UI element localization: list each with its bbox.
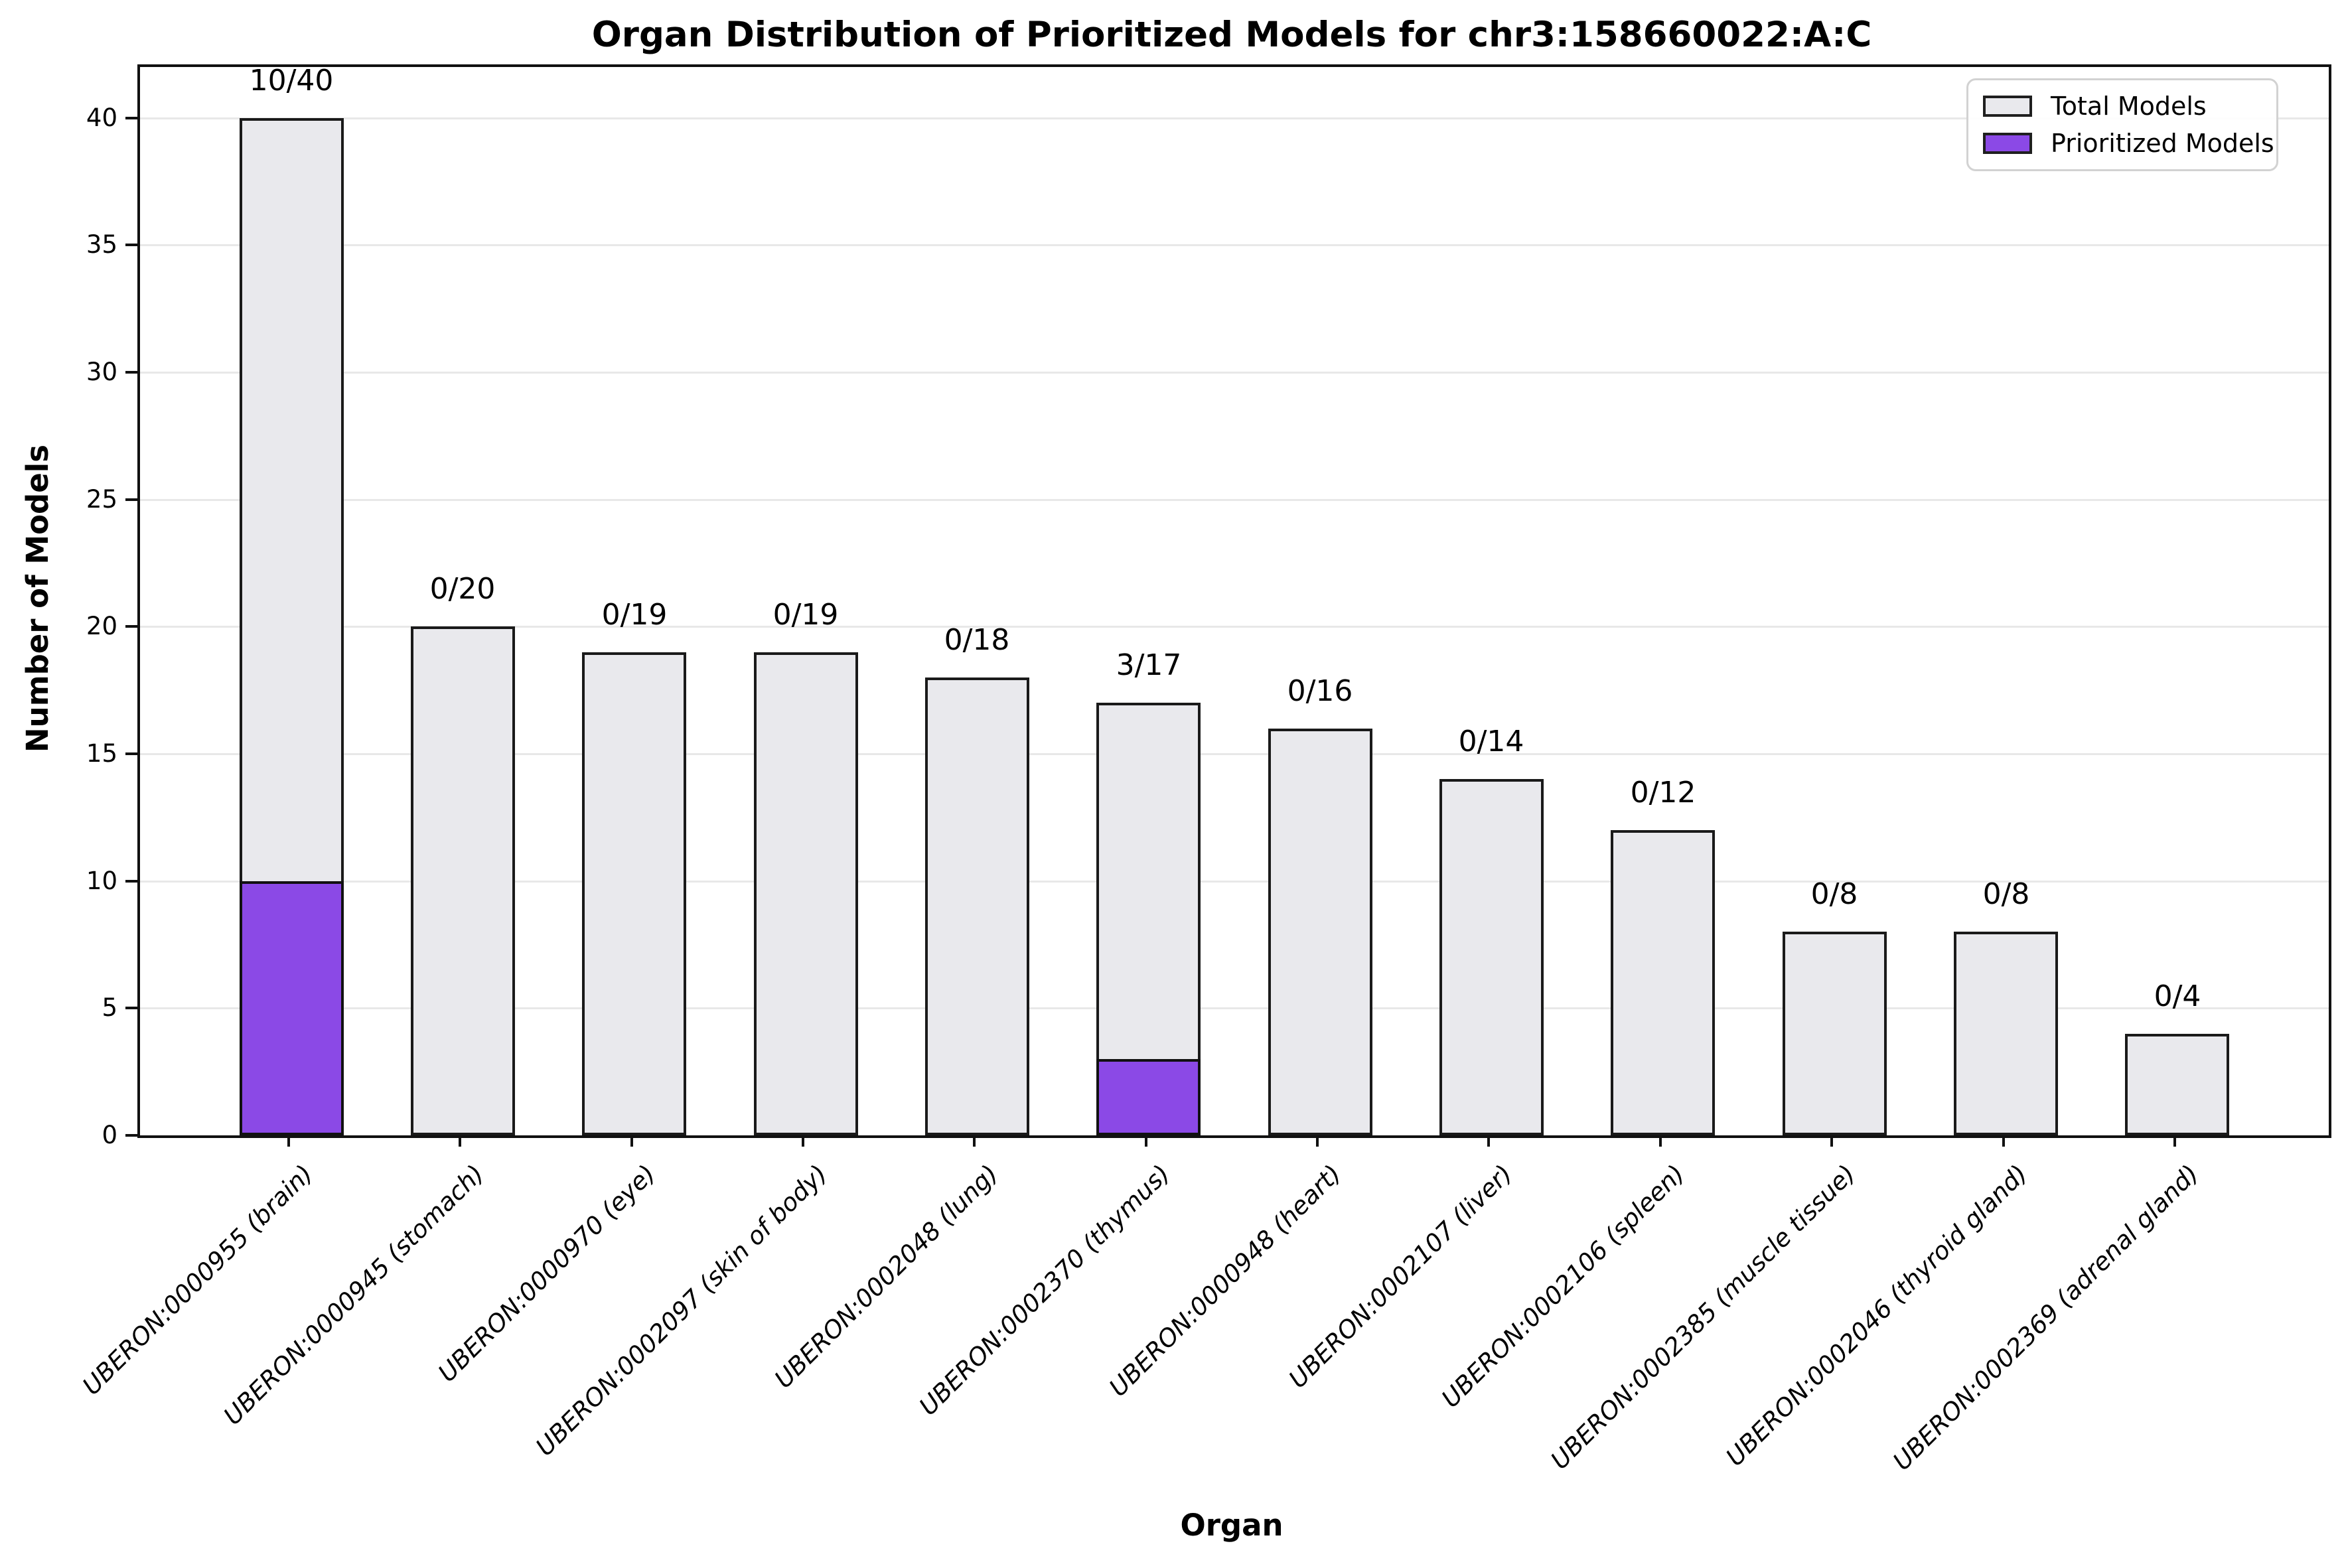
bar-total — [1439, 779, 1544, 1135]
x-tick — [630, 1135, 633, 1147]
bar-total — [582, 652, 686, 1135]
y-tick-label: 0 — [102, 1121, 117, 1149]
x-tick — [459, 1135, 461, 1147]
x-tick — [1830, 1135, 1833, 1147]
x-tick — [2173, 1135, 2176, 1147]
bar-total — [754, 652, 858, 1135]
x-tick — [287, 1135, 290, 1147]
legend-label-prioritized-models: Prioritized Models — [2051, 129, 2274, 159]
bar-count-label: 0/19 — [601, 598, 668, 632]
gridline — [140, 244, 2329, 247]
legend-entry-total: Total Models — [1983, 92, 2276, 121]
bar-count-label: 0/12 — [1630, 776, 1696, 810]
x-tick — [973, 1135, 976, 1147]
bar-count-label: 0/16 — [1287, 674, 1353, 708]
y-tick-label: 15 — [86, 739, 117, 768]
plot-area: 10/40 0/20 0/19 0/19 0/18 3/17 0/16 0/14 0/12 0/8… — [137, 64, 2331, 1138]
gridline — [140, 880, 2329, 883]
y-tick-label: 10 — [86, 866, 117, 895]
y-tick-label: 40 — [86, 103, 117, 132]
bar-count-label: 0/14 — [1458, 725, 1524, 758]
gridline — [140, 372, 2329, 374]
bar-count-label: 0/4 — [2154, 979, 2201, 1013]
x-tick-label-text: UBERON:0002046 (thyroid gland) — [1720, 1159, 2033, 1472]
gridline — [140, 1007, 2329, 1010]
x-tick-label-text: UBERON:0002097 (skin of body) — [530, 1159, 833, 1462]
x-tick — [1487, 1135, 1490, 1147]
bar-count-label: 0/19 — [772, 598, 839, 632]
y-tick — [125, 1007, 137, 1010]
x-tick — [1316, 1135, 1319, 1147]
gridline — [140, 117, 2329, 119]
legend-swatch-prioritized-models — [1983, 133, 2032, 155]
gridline — [140, 626, 2329, 628]
y-tick — [125, 116, 137, 119]
y-tick-label: 5 — [102, 993, 117, 1023]
legend-entry-prioritized: Prioritized Models — [1983, 129, 2276, 158]
bar-total — [1268, 729, 1372, 1135]
x-tick — [1659, 1135, 1662, 1147]
x-tick — [802, 1135, 804, 1147]
x-tick — [1145, 1135, 1147, 1147]
bar-count-label: 10/40 — [249, 64, 334, 98]
bar-count-label: 0/20 — [429, 572, 496, 606]
y-tick — [125, 1134, 137, 1137]
bar-prioritized — [240, 881, 344, 1135]
x-tick-label-text: UBERON:0002385 (muscle tissue) — [1545, 1159, 1862, 1475]
bar-count-label: 3/17 — [1116, 648, 1182, 682]
y-tick-label: 25 — [86, 484, 117, 514]
x-tick-label-text: UBERON:0002369 (adrenal gland) — [1887, 1159, 2205, 1476]
bar-total — [411, 626, 515, 1135]
legend-label-total-models: Total Models — [2051, 91, 2207, 121]
y-tick — [125, 244, 137, 247]
y-tick-label: 20 — [86, 612, 117, 641]
bar-total — [1611, 830, 1715, 1135]
bar-total — [1783, 932, 1887, 1135]
bar-total — [925, 677, 1029, 1135]
y-tick — [125, 879, 137, 883]
y-tick — [125, 752, 137, 755]
bar-total — [2125, 1034, 2229, 1135]
bar-prioritized — [1096, 1059, 1201, 1135]
bar-count-label: 0/8 — [1810, 877, 1858, 911]
bar-count-label: 0/18 — [944, 623, 1010, 657]
bar-count-label: 0/8 — [1982, 877, 2030, 911]
legend: Total Models Prioritized Models — [1966, 78, 2278, 171]
chart-title: Organ Distribution of Prioritized Models… — [591, 15, 1872, 55]
legend-swatch-total-models — [1983, 95, 2032, 117]
y-tick-label: 30 — [86, 358, 117, 386]
x-axis-label: Organ — [1180, 1508, 1283, 1543]
x-tick — [2002, 1135, 2005, 1147]
bar-total — [1954, 932, 2058, 1135]
y-tick — [125, 498, 137, 501]
y-tick-label: 35 — [86, 230, 117, 259]
gridline — [140, 753, 2329, 755]
gridline — [140, 498, 2329, 501]
y-tick — [125, 625, 137, 628]
y-tick — [125, 371, 137, 374]
